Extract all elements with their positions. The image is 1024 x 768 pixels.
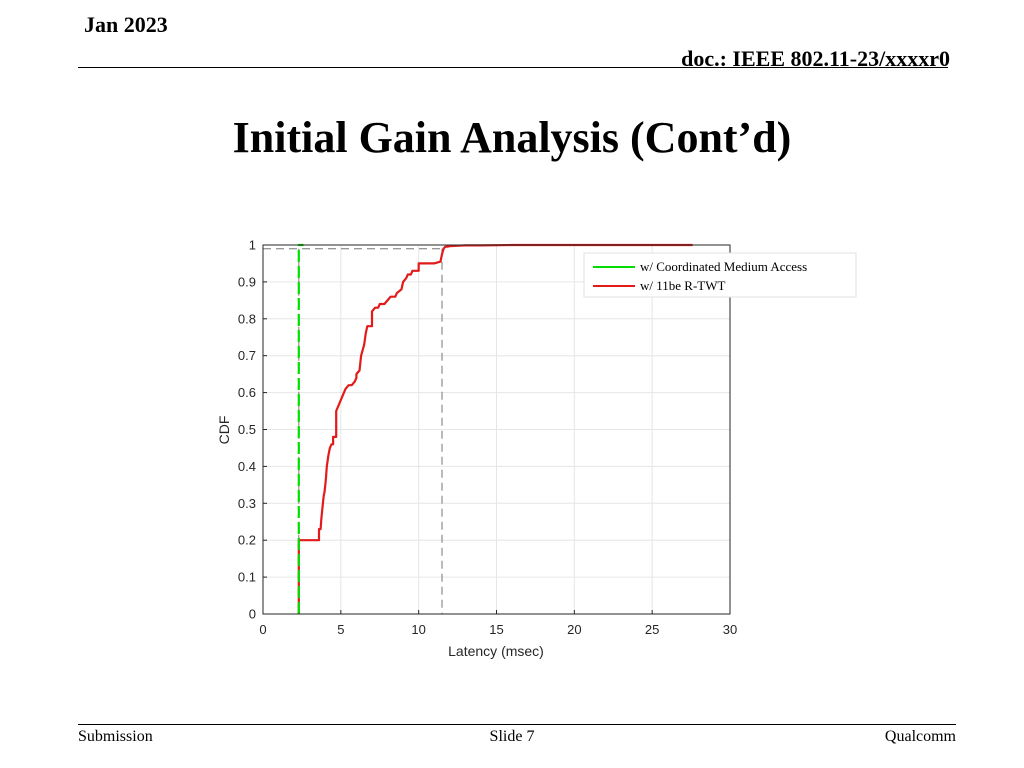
- y-tick-label: 0.2: [238, 533, 256, 548]
- legend-label-coordinated: w/ Coordinated Medium Access: [640, 259, 807, 274]
- y-tick-labels: 0 0.1 0.2 0.3 0.4 0.5 0.6 0.7 0.8 0.9 1: [238, 238, 256, 622]
- x-tick-label: 0: [259, 622, 266, 637]
- y-tick-label: 0.7: [238, 348, 256, 363]
- slide-title: Initial Gain Analysis (Cont’d): [232, 113, 792, 162]
- x-tick-label: 30: [723, 622, 737, 637]
- header-rule: [78, 67, 948, 68]
- y-tick-label: 0.6: [238, 385, 256, 400]
- y-axis-label: CDF: [216, 416, 232, 445]
- x-tick-label: 10: [411, 622, 425, 637]
- legend-box: [583, 252, 857, 298]
- y-tick-label: 0.8: [238, 311, 256, 326]
- y-tick-label: 0.1: [238, 570, 256, 585]
- y-tick-label: 0: [249, 607, 256, 622]
- footer-rule: [78, 724, 956, 725]
- x-tick-label: 20: [567, 622, 581, 637]
- series-line-1: [297, 243, 693, 614]
- x-tick-label: 15: [489, 622, 503, 637]
- x-axis-label: Latency (msec): [448, 643, 544, 659]
- legend-label-rtwt: w/ 11be R-TWT: [640, 278, 725, 293]
- legend: w/ Coordinated Medium Access w/ 11be R-T…: [583, 252, 857, 298]
- plot-frame: [262, 244, 731, 615]
- footer-slide-number: Slide 7: [489, 728, 535, 745]
- y-tick-label: 0.5: [238, 422, 256, 437]
- y-tick-label: 0.4: [238, 459, 256, 474]
- header-date: Jan 2023: [84, 12, 168, 37]
- y-tick-label: 1: [249, 238, 256, 253]
- y-tick-label: 0.3: [238, 496, 256, 511]
- header-doc-number: doc.: IEEE 802.11-23/xxxxr0: [681, 46, 950, 71]
- footer-submission: Submission: [78, 728, 153, 745]
- x-tick-labels: 0 5 10 15 20 25 30: [259, 622, 737, 637]
- x-tick-label: 25: [645, 622, 659, 637]
- x-tick-label: 5: [337, 622, 344, 637]
- footer-company: Qualcomm: [884, 728, 956, 745]
- y-tick-label: 0.9: [238, 274, 256, 289]
